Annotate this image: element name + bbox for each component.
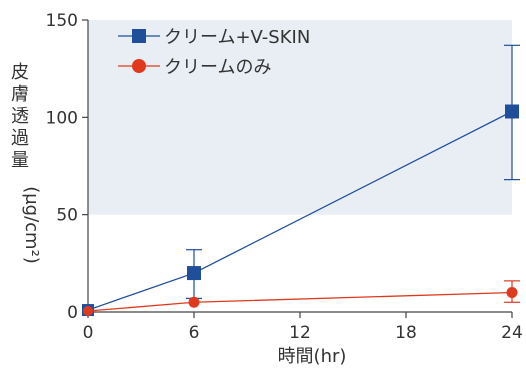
y-axis-title-char: 皮	[11, 62, 29, 83]
series-layer	[82, 44, 520, 317]
x-tick-label: 24	[501, 323, 523, 343]
y-tick-label: 150	[46, 11, 78, 31]
tick-labels: 0 50 100 150 0 6 12 18 24	[46, 11, 523, 343]
legend-item-1: クリームのみ	[118, 57, 271, 78]
data-point	[83, 306, 93, 317]
y-axis-title-char: 膚	[11, 84, 29, 105]
data-point	[506, 287, 518, 299]
y-tick-label: 100	[46, 108, 78, 128]
y-axis-title-char: 量	[11, 150, 29, 171]
x-tick-label: 12	[289, 323, 311, 343]
y-tick-label: 0	[67, 303, 78, 323]
legend-marker	[132, 59, 146, 73]
legend-label: クリームのみ	[164, 57, 271, 78]
legend-item-0: クリーム+V-SKIN	[118, 27, 310, 48]
y-tick-label: 50	[56, 206, 78, 226]
x-tick-label: 0	[83, 323, 94, 343]
series-line	[87, 291, 513, 312]
series-1	[83, 280, 520, 317]
legend-marker	[132, 29, 146, 43]
data-point	[188, 296, 200, 308]
legend-label: クリーム+V-SKIN	[164, 27, 310, 48]
background-band-0	[88, 117, 512, 215]
background-bands	[88, 20, 512, 215]
data-point	[187, 266, 201, 281]
x-tick-label: 6	[189, 323, 200, 343]
y-axis-title-char: 過	[11, 128, 29, 149]
data-point	[505, 104, 519, 119]
x-axis-title: 時間(hr)	[278, 346, 347, 367]
x-tick-label: 18	[395, 323, 417, 343]
legend: クリーム+V-SKIN クリームのみ	[118, 27, 310, 78]
y-axis-title-unit: (μg/cm²)	[21, 186, 42, 264]
y-axis-title-char: 透	[11, 106, 29, 127]
